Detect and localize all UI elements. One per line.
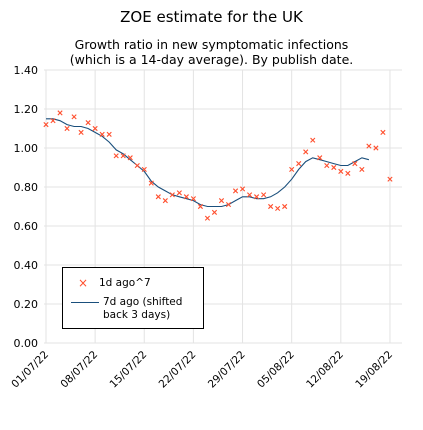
x-marker-icon: × [77,276,89,290]
data-point-marker [218,198,225,204]
data-point-marker [113,153,119,159]
data-point-marker [134,162,140,169]
y-axis: 0.00 0.20 0.40 0.60 0.80 1.00 1.20 1.40 [14,64,39,350]
data-point-marker [289,166,295,173]
data-point-marker [197,203,204,210]
data-point-marker [303,149,309,155]
data-point-marker [57,110,63,116]
line-swatch-icon [71,302,99,303]
data-point-marker [225,201,232,208]
x-tick-label: 01/07/22 [9,349,51,391]
data-point-marker [282,203,288,210]
data-point-marker [155,194,161,200]
data-point-marker [183,194,189,200]
chart-title: ZOE estimate for the UK [120,8,303,26]
data-point-marker [78,129,84,135]
x-tick-label: 22/07/22 [157,349,199,391]
y-tick-label: 0.00 [14,337,39,350]
data-point-marker [64,125,70,132]
y-tick-label: 1.20 [14,103,39,116]
x-tick-label: 15/07/22 [108,349,150,391]
series-line-7d-path [46,118,370,208]
data-point-marker [162,198,168,204]
data-point-marker [43,122,49,128]
x-tick-label: 08/07/22 [58,349,100,391]
data-point-marker [296,161,302,167]
data-point-marker [71,114,77,120]
legend: × 1d ago^7 7d ago (shifted back 3 days) [62,267,204,329]
y-tick-label: 0.60 [14,220,39,233]
grid-lines [44,69,402,344]
legend-item-1d: × 1d ago^7 [73,277,151,289]
data-point-marker [232,188,239,194]
data-point-marker [92,125,98,132]
legend-label-7d: 7d ago (shifted back 3 days) [103,296,183,321]
data-point-marker [127,155,133,161]
data-point-marker [324,162,330,169]
data-point-marker [239,186,246,192]
data-point-marker [190,196,197,202]
x-tick-label: 05/08/22 [255,349,297,391]
data-point-marker [373,145,379,151]
data-point-marker [338,168,344,174]
y-tick-label: 0.80 [14,181,39,194]
data-point-marker [275,205,281,212]
data-point-marker [141,166,147,173]
subtitle-line-2: (which is a 14-day average). By publish … [69,52,354,67]
legend-label-1d: 1d ago^7 [99,277,151,289]
data-point-marker [99,131,105,137]
x-tick-label: 12/08/22 [304,349,346,391]
y-tick-label: 0.40 [14,259,39,272]
data-point-marker [106,131,112,137]
data-point-marker [268,203,274,210]
data-point-marker [50,118,56,124]
data-point-marker [359,166,365,173]
x-tick-label: 29/07/22 [206,349,248,391]
data-point-marker [331,164,337,171]
data-point-marker [380,129,386,135]
data-point-marker [169,192,175,198]
y-tick-label: 1.00 [14,142,39,155]
y-tick-label: 1.40 [14,64,39,77]
data-point-marker [211,209,218,215]
data-point-marker [310,137,316,143]
data-point-marker [352,161,358,167]
x-axis: 01/07/22 08/07/22 15/07/22 22/07/22 29/07/22… [9,349,395,391]
data-point-marker [345,170,351,176]
legend-item-7d: 7d ago (shifted back 3 days) [71,296,193,321]
data-point-marker [366,143,372,149]
y-tick-label: 0.20 [14,298,39,311]
data-point-marker [204,215,211,221]
data-point-marker [120,153,126,159]
data-point-marker [317,155,323,161]
series-line-7d [46,118,370,208]
data-point-marker [148,180,154,186]
data-point-marker [85,120,91,126]
subtitle-line-1: Growth ratio in new symptomatic infectio… [74,37,349,52]
data-point-marker [253,194,260,200]
data-point-marker [261,192,267,198]
data-point-marker [176,190,182,196]
chart-subtitle: Growth ratio in new symptomatic infectio… [0,37,423,67]
data-point-marker [387,176,393,182]
series-markers-1d [43,110,393,221]
data-point-marker [246,192,253,198]
x-tick-label: 19/08/22 [353,349,395,391]
